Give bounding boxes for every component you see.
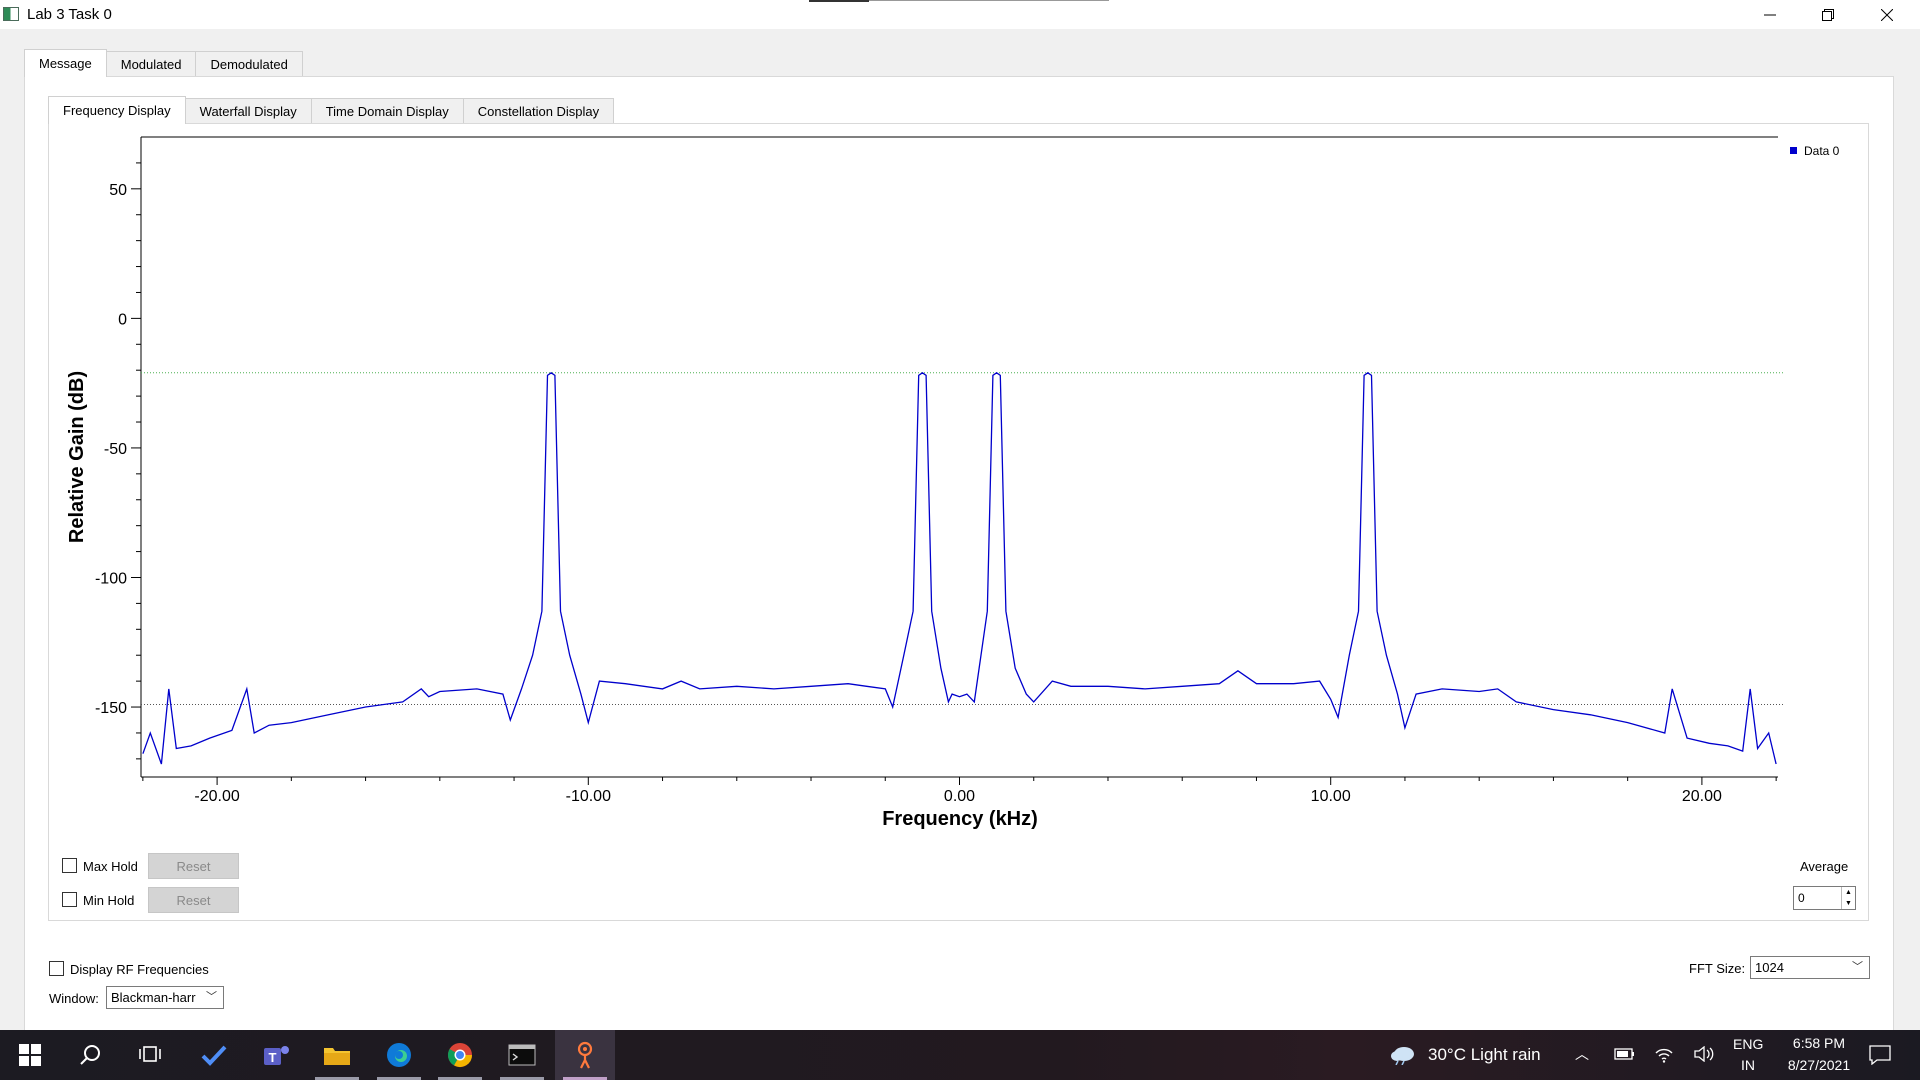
title-bar-indicator-track [869, 0, 1109, 1]
chevron-down-icon: ﹀ [206, 991, 217, 1003]
outer-tab-bar: Message Modulated Demodulated [24, 49, 303, 77]
gnuradio-icon [577, 1041, 593, 1069]
folder-icon [324, 1048, 350, 1065]
x-tick-label: -10.00 [566, 788, 611, 805]
x-tick-label: -20.00 [194, 788, 239, 805]
running-indicator [438, 1077, 482, 1080]
average-label: Average [1800, 859, 1849, 874]
weather-text[interactable]: 30°C Light rain [1428, 1045, 1541, 1064]
file-explorer-button[interactable] [307, 1030, 367, 1080]
volume-icon[interactable] [1693, 1046, 1715, 1062]
svg-text:T: T [269, 1050, 277, 1065]
window-title: Lab 3 Task 0 [27, 6, 112, 23]
average-value: 0 [1798, 891, 1805, 905]
taskbar: T 30°C Light rain ︿ ENG IN 6:58 PM 8/27/… [0, 1030, 1920, 1080]
language-indicator[interactable]: ENG [1733, 1036, 1764, 1052]
title-bar-indicator [809, 0, 869, 2]
min-hold-checkbox[interactable] [62, 892, 77, 907]
app-icon [3, 7, 19, 21]
chevron-up-icon[interactable]: ︿ [1575, 1046, 1589, 1062]
legend-label: Data 0 [1804, 144, 1840, 158]
edge-icon [387, 1043, 411, 1067]
minimize-button[interactable] [1741, 0, 1799, 29]
frequency-display-panel: 50 0 -50 -100 -150 -20.00 -10.00 0.00 10.00 20.0… [48, 123, 1869, 921]
x-axis-label: Frequency (kHz) [882, 808, 1038, 830]
terminal-icon [508, 1044, 536, 1066]
spin-arrows-icon[interactable]: ▲ ▼ [1841, 887, 1855, 909]
y-tick-label: -50 [104, 441, 127, 458]
search-button[interactable] [60, 1030, 120, 1080]
gnuradio-button[interactable] [555, 1030, 615, 1080]
battery-icon[interactable] [1614, 1047, 1636, 1061]
y-axis-label: Relative Gain (dB) [66, 371, 88, 543]
display-rf-label: Display RF Frequencies [70, 962, 209, 977]
tab-modulated[interactable]: Modulated [105, 51, 197, 77]
tab-demodulated[interactable]: Demodulated [195, 51, 303, 77]
average-spinbox[interactable]: 0 ▲ ▼ [1793, 886, 1856, 910]
wifi-icon[interactable] [1654, 1045, 1674, 1063]
window-select[interactable]: Blackman-harr ﹀ [106, 986, 224, 1009]
tab-constellation-display[interactable]: Constellation Display [462, 98, 615, 124]
x-tick-label: 0.00 [944, 788, 975, 805]
running-indicator [377, 1077, 421, 1080]
x-tick-label: 10.00 [1311, 788, 1351, 805]
display-tab-bar: Frequency Display Waterfall Display Time… [48, 96, 615, 124]
windows-logo-icon [19, 1044, 41, 1066]
close-button[interactable] [1858, 0, 1916, 29]
clock-time[interactable]: 6:58 PM [1792, 1035, 1846, 1051]
teams-app-button[interactable]: T [246, 1030, 306, 1080]
main-window: Message Modulated Demodulated Frequency … [0, 29, 1920, 1033]
chrome-browser-button[interactable] [430, 1030, 490, 1080]
notification-icon[interactable] [1869, 1045, 1891, 1065]
running-indicator [315, 1077, 359, 1080]
max-hold-checkbox[interactable] [62, 858, 77, 873]
edge-browser-button[interactable] [369, 1030, 429, 1080]
close-icon [1881, 8, 1893, 21]
max-hold-reset-button[interactable]: Reset [148, 853, 239, 879]
y-tick-label: -150 [95, 700, 127, 717]
region-indicator[interactable]: IN [1741, 1057, 1755, 1073]
checkmark-icon [201, 1045, 227, 1066]
tab-message[interactable]: Message [24, 49, 107, 77]
message-panel: Frequency Display Waterfall Display Time… [24, 76, 1894, 1033]
restore-button[interactable] [1799, 0, 1857, 29]
fft-size-select[interactable]: 1024 ﹀ [1750, 956, 1870, 979]
task-view-icon [139, 1046, 161, 1062]
search-icon [80, 1045, 100, 1065]
y-tick-label: 50 [109, 182, 127, 199]
running-indicator [563, 1077, 607, 1080]
y-tick-label: 0 [118, 311, 127, 328]
tab-frequency-display[interactable]: Frequency Display [48, 96, 186, 124]
teams-icon: T [264, 1046, 289, 1065]
start-button[interactable] [0, 1030, 60, 1080]
display-rf-checkbox[interactable] [49, 961, 64, 976]
max-hold-label: Max Hold [83, 859, 138, 874]
legend-swatch [1790, 147, 1797, 154]
chrome-icon [447, 1043, 472, 1068]
series-line-data-0 [142, 372, 1777, 765]
min-hold-reset-button[interactable]: Reset [148, 887, 239, 913]
todo-app-button[interactable] [184, 1030, 244, 1080]
fft-size-value: 1024 [1755, 960, 1784, 975]
restore-icon [1822, 8, 1834, 21]
y-tick-label: -100 [95, 570, 127, 587]
fft-size-label: FFT Size: [1689, 961, 1746, 976]
x-tick-label: 20.00 [1682, 788, 1722, 805]
min-hold-label: Min Hold [83, 893, 135, 908]
tab-time-domain-display[interactable]: Time Domain Display [310, 98, 464, 124]
chevron-down-icon: ﹀ [1852, 961, 1863, 973]
tab-waterfall-display[interactable]: Waterfall Display [184, 98, 312, 124]
weather-cloud-icon [1391, 1047, 1414, 1065]
minimize-icon [1764, 14, 1776, 15]
title-bar: Lab 3 Task 0 [0, 0, 1920, 29]
window-select-value: Blackman-harr [111, 990, 196, 1005]
task-view-button[interactable] [120, 1030, 180, 1080]
running-indicator [500, 1077, 544, 1080]
window-label: Window: [49, 991, 99, 1006]
clock-date[interactable]: 8/27/2021 [1787, 1057, 1851, 1073]
terminal-button[interactable] [492, 1030, 552, 1080]
frequency-plot[interactable]: 50 0 -50 -100 -150 -20.00 -10.00 0.00 10.00 20.0… [49, 124, 1868, 844]
